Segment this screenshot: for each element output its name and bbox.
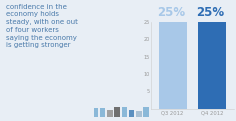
Bar [136, 111, 142, 117]
Bar [93, 108, 98, 117]
Bar [129, 110, 134, 117]
Text: 25%: 25% [196, 6, 224, 19]
Bar [198, 22, 226, 109]
Bar [107, 110, 113, 117]
Bar [114, 107, 120, 117]
Bar [159, 22, 187, 109]
Text: 25%: 25% [157, 6, 185, 19]
Text: confidence in the
economy holds
steady, with one out
of four workers
saying the : confidence in the economy holds steady, … [6, 4, 78, 48]
Bar [122, 107, 127, 117]
Bar [100, 108, 105, 117]
Bar [143, 107, 149, 117]
